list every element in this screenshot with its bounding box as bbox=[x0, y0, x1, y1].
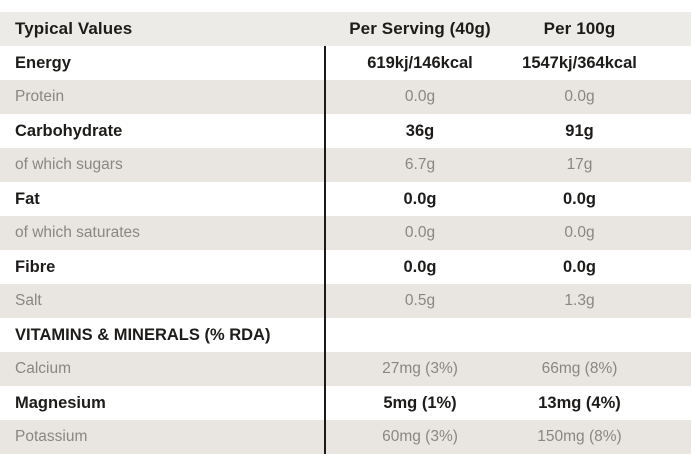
row-per-100g-value: 0.0g bbox=[562, 257, 597, 276]
header-typical-values: Typical Values bbox=[15, 19, 133, 38]
header-per-serving: Per Serving (40g) bbox=[349, 19, 491, 38]
table-row: Salt 0.5g 1.3g bbox=[0, 284, 691, 318]
row-label: Energy bbox=[15, 53, 71, 72]
row-per-100g-value: 66mg (8%) bbox=[541, 360, 618, 377]
row-per-serving-value bbox=[324, 318, 514, 352]
row-label: of which sugars bbox=[15, 156, 123, 173]
table-header-row: Typical Values Per Serving (40g) Per 100… bbox=[0, 12, 691, 46]
row-per-serving-value: 0.5g bbox=[324, 284, 514, 318]
table-row: Carbohydrate 36g 91g bbox=[0, 114, 691, 148]
table-row: of which sugars 6.7g 17g bbox=[0, 148, 691, 182]
row-per-serving-value: 0.0g bbox=[324, 250, 514, 284]
row-label: VITAMINS & MINERALS (% RDA) bbox=[15, 325, 271, 344]
table-row: Potassium 60mg (3%) 150mg (8%) bbox=[0, 420, 691, 454]
row-label: Potassium bbox=[15, 428, 88, 445]
table-row: of which saturates 0.0g 0.0g bbox=[0, 216, 691, 250]
table-row: Magnesium 5mg (1%) 13mg (4%) bbox=[0, 386, 691, 420]
row-per-100g-value: 0.0g bbox=[562, 189, 597, 208]
table-row: Fibre 0.0g 0.0g bbox=[0, 250, 691, 284]
row-per-100g-value: 13mg (4%) bbox=[538, 393, 621, 412]
table-row: VITAMINS & MINERALS (% RDA) bbox=[0, 318, 691, 352]
row-label: Calcium bbox=[15, 360, 71, 377]
row-per-100g-value: 150mg (8%) bbox=[537, 428, 622, 445]
table-body: Energy 619kj/146kcal 1547kj/364kcal Prot… bbox=[0, 46, 691, 454]
header-per-100g: Per 100g bbox=[543, 19, 616, 38]
row-label: Magnesium bbox=[15, 393, 106, 412]
row-per-serving-value: 6.7g bbox=[324, 148, 514, 182]
row-label: Fat bbox=[15, 189, 40, 208]
row-per-serving-value: 619kj/146kcal bbox=[324, 46, 514, 80]
row-label: of which saturates bbox=[15, 224, 140, 241]
row-per-serving-value: 0.0g bbox=[324, 80, 514, 114]
row-per-100g-value: 17g bbox=[566, 156, 593, 173]
row-per-100g-value: 91g bbox=[565, 121, 594, 140]
row-label: Carbohydrate bbox=[15, 121, 123, 140]
row-per-serving-value: 27mg (3%) bbox=[324, 352, 514, 386]
row-per-serving-value: 60mg (3%) bbox=[324, 420, 514, 454]
row-per-100g-value: 1.3g bbox=[564, 292, 595, 309]
row-per-100g-value: 1547kj/364kcal bbox=[522, 53, 637, 72]
row-per-100g-value: 0.0g bbox=[564, 88, 595, 105]
row-label: Salt bbox=[15, 292, 42, 309]
row-per-serving-value: 0.0g bbox=[324, 182, 514, 216]
table-row: Energy 619kj/146kcal 1547kj/364kcal bbox=[0, 46, 691, 80]
row-per-serving-value: 36g bbox=[324, 114, 514, 148]
table-row: Fat 0.0g 0.0g bbox=[0, 182, 691, 216]
row-per-100g-value: 0.0g bbox=[564, 224, 595, 241]
row-per-serving-value: 5mg (1%) bbox=[324, 386, 514, 420]
row-per-100g-value bbox=[514, 318, 691, 352]
row-label: Protein bbox=[15, 88, 65, 105]
row-per-serving-value: 0.0g bbox=[324, 216, 514, 250]
table-row: Protein 0.0g 0.0g bbox=[0, 80, 691, 114]
row-label: Fibre bbox=[15, 257, 56, 276]
table-row: Calcium 27mg (3%) 66mg (8%) bbox=[0, 352, 691, 386]
